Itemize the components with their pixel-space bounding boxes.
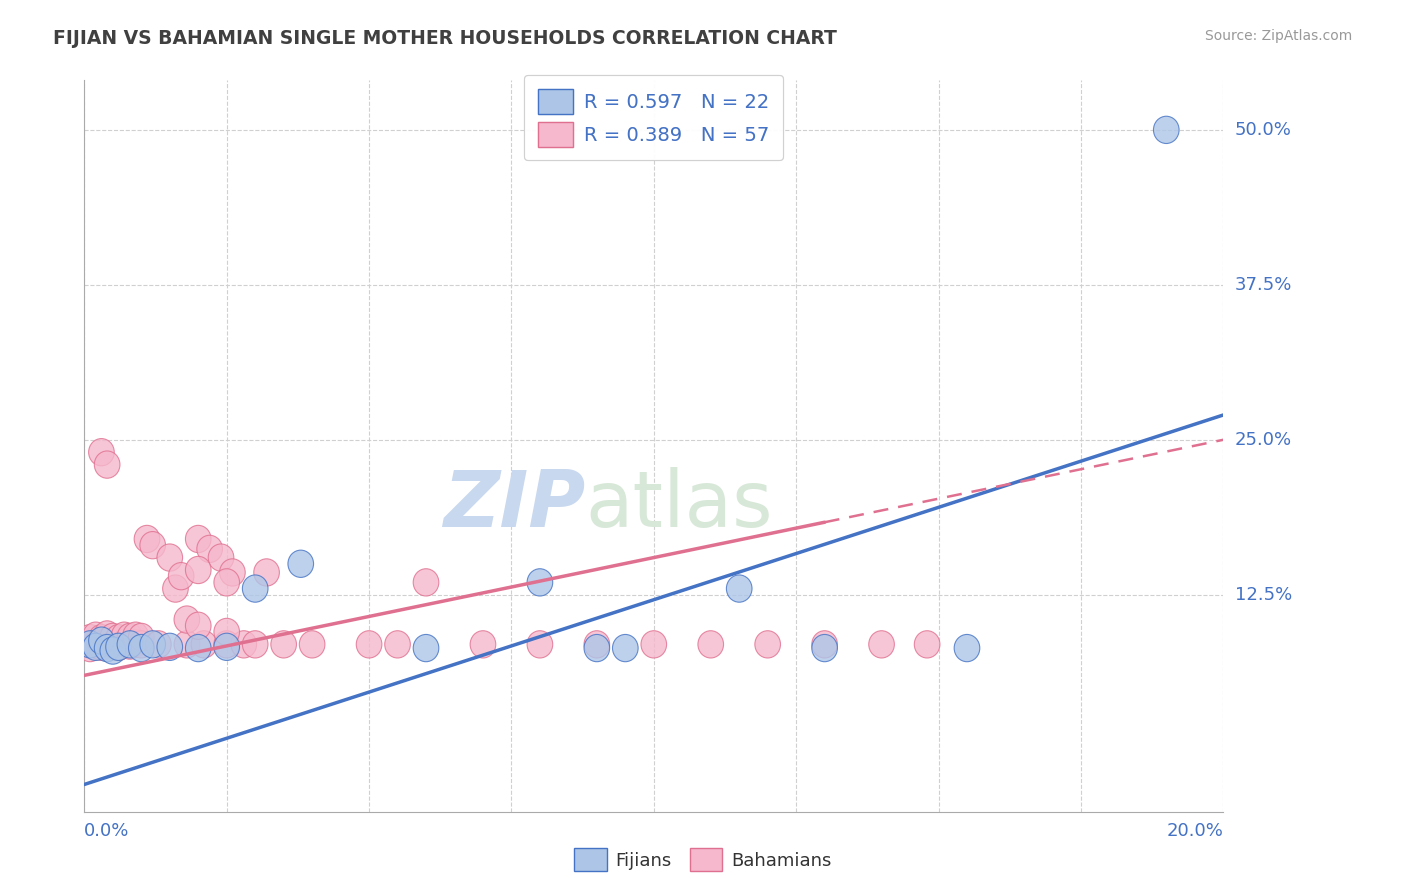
Ellipse shape xyxy=(385,631,411,658)
Ellipse shape xyxy=(214,633,239,660)
Ellipse shape xyxy=(117,624,143,650)
Text: 0.0%: 0.0% xyxy=(84,822,129,839)
Ellipse shape xyxy=(811,631,838,658)
Ellipse shape xyxy=(163,575,188,602)
Ellipse shape xyxy=(356,631,382,658)
Ellipse shape xyxy=(83,622,108,649)
Ellipse shape xyxy=(214,569,239,596)
Ellipse shape xyxy=(242,575,269,602)
Ellipse shape xyxy=(77,634,103,662)
Ellipse shape xyxy=(89,627,114,654)
Ellipse shape xyxy=(288,550,314,577)
Ellipse shape xyxy=(128,624,155,650)
Ellipse shape xyxy=(94,634,120,662)
Ellipse shape xyxy=(186,557,211,583)
Text: atlas: atlas xyxy=(585,467,773,542)
Ellipse shape xyxy=(727,575,752,602)
Ellipse shape xyxy=(253,558,280,586)
Ellipse shape xyxy=(111,630,136,657)
Text: 50.0%: 50.0% xyxy=(1234,121,1292,139)
Ellipse shape xyxy=(100,631,125,658)
Ellipse shape xyxy=(117,632,143,659)
Ellipse shape xyxy=(955,634,980,662)
Ellipse shape xyxy=(755,631,780,658)
Ellipse shape xyxy=(83,631,108,658)
Ellipse shape xyxy=(134,525,160,553)
Ellipse shape xyxy=(128,631,155,658)
Text: 37.5%: 37.5% xyxy=(1234,276,1292,293)
Ellipse shape xyxy=(914,631,941,658)
Legend: Fijians, Bahamians: Fijians, Bahamians xyxy=(567,841,839,879)
Ellipse shape xyxy=(527,631,553,658)
Ellipse shape xyxy=(105,633,131,660)
Ellipse shape xyxy=(146,631,172,658)
Ellipse shape xyxy=(583,634,610,662)
Ellipse shape xyxy=(94,628,120,656)
Ellipse shape xyxy=(94,621,120,648)
Ellipse shape xyxy=(105,633,131,660)
Ellipse shape xyxy=(197,535,222,563)
Ellipse shape xyxy=(413,569,439,596)
Text: ZIP: ZIP xyxy=(443,467,585,542)
Ellipse shape xyxy=(869,631,894,658)
Ellipse shape xyxy=(583,631,610,658)
Ellipse shape xyxy=(89,439,114,466)
Ellipse shape xyxy=(697,631,724,658)
Ellipse shape xyxy=(122,622,149,649)
Ellipse shape xyxy=(117,631,143,658)
Ellipse shape xyxy=(157,544,183,571)
Ellipse shape xyxy=(1153,116,1180,144)
Ellipse shape xyxy=(191,631,217,658)
Ellipse shape xyxy=(105,624,131,652)
Ellipse shape xyxy=(470,631,496,658)
Ellipse shape xyxy=(174,631,200,658)
Ellipse shape xyxy=(89,624,114,652)
Ellipse shape xyxy=(186,634,211,662)
Ellipse shape xyxy=(100,624,125,650)
Ellipse shape xyxy=(122,630,149,657)
Ellipse shape xyxy=(83,633,108,660)
Ellipse shape xyxy=(413,634,439,662)
Ellipse shape xyxy=(242,631,269,658)
Ellipse shape xyxy=(77,624,103,652)
Ellipse shape xyxy=(100,637,125,665)
Ellipse shape xyxy=(186,525,211,553)
Ellipse shape xyxy=(128,634,155,662)
Ellipse shape xyxy=(94,451,120,478)
Ellipse shape xyxy=(139,631,166,658)
Ellipse shape xyxy=(219,558,245,586)
Ellipse shape xyxy=(77,631,103,658)
Ellipse shape xyxy=(641,631,666,658)
Ellipse shape xyxy=(299,631,325,658)
Ellipse shape xyxy=(271,631,297,658)
Ellipse shape xyxy=(231,631,257,658)
Legend: R = 0.597   N = 22, R = 0.389   N = 57: R = 0.597 N = 22, R = 0.389 N = 57 xyxy=(524,75,783,161)
Ellipse shape xyxy=(214,631,239,658)
Text: Source: ZipAtlas.com: Source: ZipAtlas.com xyxy=(1205,29,1353,43)
Ellipse shape xyxy=(186,612,211,640)
Ellipse shape xyxy=(111,622,136,649)
Ellipse shape xyxy=(89,633,114,660)
Text: 12.5%: 12.5% xyxy=(1234,586,1292,604)
Ellipse shape xyxy=(169,563,194,590)
Ellipse shape xyxy=(613,634,638,662)
Ellipse shape xyxy=(527,569,553,596)
Ellipse shape xyxy=(174,606,200,633)
Ellipse shape xyxy=(208,544,233,571)
Ellipse shape xyxy=(214,618,239,646)
Ellipse shape xyxy=(811,634,838,662)
Text: 20.0%: 20.0% xyxy=(1167,822,1223,839)
Ellipse shape xyxy=(139,532,166,558)
Text: 25.0%: 25.0% xyxy=(1234,431,1292,449)
Ellipse shape xyxy=(157,633,183,660)
Text: FIJIAN VS BAHAMIAN SINGLE MOTHER HOUSEHOLDS CORRELATION CHART: FIJIAN VS BAHAMIAN SINGLE MOTHER HOUSEHO… xyxy=(53,29,838,47)
